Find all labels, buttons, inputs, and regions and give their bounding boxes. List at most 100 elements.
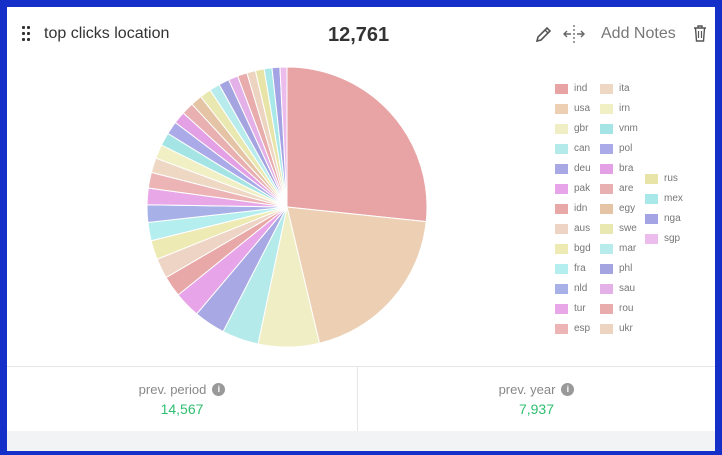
legend-item-tur[interactable]: tur xyxy=(555,303,586,314)
legend-item-rou[interactable]: rou xyxy=(600,303,633,314)
legend-swatch xyxy=(600,103,613,114)
prev-year-value: 7,937 xyxy=(518,401,555,417)
legend-swatch xyxy=(600,223,613,234)
legend-swatch xyxy=(600,163,613,174)
widget-card: top clicks location 12,761 Add Notes ind… xyxy=(7,7,715,451)
legend-item-mex[interactable]: mex xyxy=(645,193,683,204)
legend-swatch xyxy=(600,243,613,254)
legend-label: idn xyxy=(574,203,588,214)
move-icon[interactable] xyxy=(563,24,585,44)
legend-item-ita[interactable]: ita xyxy=(600,83,630,94)
legend-item-rus[interactable]: rus xyxy=(645,173,678,184)
legend-label: esp xyxy=(574,323,591,334)
legend-label: are xyxy=(619,183,634,194)
pie-slice-usa[interactable] xyxy=(286,206,427,344)
legend-swatch xyxy=(600,263,613,274)
add-notes-button[interactable]: Add Notes xyxy=(601,25,676,42)
comparison-footer: prev. period i 14,567 prev. year i 7,937 xyxy=(7,366,715,432)
legend-swatch xyxy=(600,83,613,94)
pencil-icon[interactable] xyxy=(534,24,554,44)
legend-swatch xyxy=(555,243,568,254)
legend-item-can[interactable]: can xyxy=(555,143,590,154)
legend-label: pol xyxy=(619,143,633,154)
legend-swatch xyxy=(600,183,613,194)
legend-label: ita xyxy=(619,83,630,94)
legend-label: sgp xyxy=(664,233,681,244)
legend-item-ind[interactable]: ind xyxy=(555,83,587,94)
legend-swatch xyxy=(600,143,613,154)
legend-item-pol[interactable]: pol xyxy=(600,143,632,154)
legend-swatch xyxy=(645,233,658,244)
pie-slice-sgp[interactable] xyxy=(279,66,288,208)
legend-label: phl xyxy=(619,263,633,274)
prev-year-label: prev. year xyxy=(498,382,556,397)
legend-item-ukr[interactable]: ukr xyxy=(600,323,633,334)
legend-item-sau[interactable]: sau xyxy=(600,283,635,294)
legend-item-nld[interactable]: nld xyxy=(555,283,587,294)
legend-label: gbr xyxy=(574,123,589,134)
legend-item-phl[interactable]: phl xyxy=(600,263,632,274)
legend-item-gbr[interactable]: gbr xyxy=(555,123,588,134)
widget-title: top clicks location xyxy=(44,25,170,42)
legend-item-idn[interactable]: idn xyxy=(555,203,587,214)
legend-label: bra xyxy=(619,163,634,174)
legend-label: vnm xyxy=(619,123,638,134)
legend-swatch xyxy=(555,123,568,134)
legend-label: egy xyxy=(619,203,636,214)
legend-label: usa xyxy=(574,103,591,114)
drag-handle-icon[interactable] xyxy=(22,26,32,42)
legend-item-bgd[interactable]: bgd xyxy=(555,243,591,254)
legend-label: fra xyxy=(574,263,586,274)
total-value: 12,761 xyxy=(328,24,390,46)
legend-item-usa[interactable]: usa xyxy=(555,103,590,114)
legend-item-bra[interactable]: bra xyxy=(600,163,633,174)
prev-year-panel: prev. year i 7,937 xyxy=(358,367,715,432)
legend-item-nga[interactable]: nga xyxy=(645,213,681,224)
legend-swatch xyxy=(555,303,568,314)
legend-swatch xyxy=(555,143,568,154)
legend-label: mex xyxy=(664,193,683,204)
legend-item-swe[interactable]: swe xyxy=(600,223,637,234)
legend-item-deu[interactable]: deu xyxy=(555,163,591,174)
legend-item-pak[interactable]: pak xyxy=(555,183,590,194)
legend-item-fra[interactable]: fra xyxy=(555,263,586,274)
info-icon[interactable]: i xyxy=(561,383,575,396)
legend-swatch xyxy=(600,203,613,214)
prev-period-panel: prev. period i 14,567 xyxy=(7,367,358,432)
legend-swatch xyxy=(555,283,568,294)
pie-slice-ind[interactable] xyxy=(286,66,428,223)
legend-item-sgp[interactable]: sgp xyxy=(645,233,680,244)
legend-label: ukr xyxy=(619,323,633,334)
legend-swatch xyxy=(555,203,568,214)
legend-swatch xyxy=(555,223,568,234)
legend-label: ind xyxy=(574,83,588,94)
legend-item-aus[interactable]: aus xyxy=(555,223,590,234)
legend-label: deu xyxy=(574,163,591,174)
legend-label: rou xyxy=(619,303,634,314)
legend-swatch xyxy=(645,213,658,224)
legend-item-esp[interactable]: esp xyxy=(555,323,590,334)
info-icon[interactable]: i xyxy=(212,383,226,396)
legend-label: aus xyxy=(574,223,591,234)
legend-swatch xyxy=(555,103,568,114)
legend-item-egy[interactable]: egy xyxy=(600,203,635,214)
legend-swatch xyxy=(600,123,613,134)
legend-label: tur xyxy=(574,303,586,314)
legend-item-are[interactable]: are xyxy=(600,183,633,194)
legend-swatch xyxy=(600,323,613,334)
legend-swatch xyxy=(600,283,613,294)
legend-swatch xyxy=(645,193,658,204)
trash-icon[interactable] xyxy=(693,25,707,42)
prev-period-value: 14,567 xyxy=(160,401,204,417)
legend-label: nld xyxy=(574,283,588,294)
legend-label: bgd xyxy=(574,243,591,254)
legend-item-irn[interactable]: irn xyxy=(600,103,630,114)
legend-label: mar xyxy=(619,243,637,254)
pie-chart xyxy=(146,66,428,348)
legend-swatch xyxy=(555,323,568,334)
legend-label: sau xyxy=(619,283,636,294)
legend-swatch xyxy=(555,263,568,274)
prev-period-label: prev. period xyxy=(138,382,207,397)
legend-item-mar[interactable]: mar xyxy=(600,243,636,254)
legend-item-vnm[interactable]: vnm xyxy=(600,123,638,134)
